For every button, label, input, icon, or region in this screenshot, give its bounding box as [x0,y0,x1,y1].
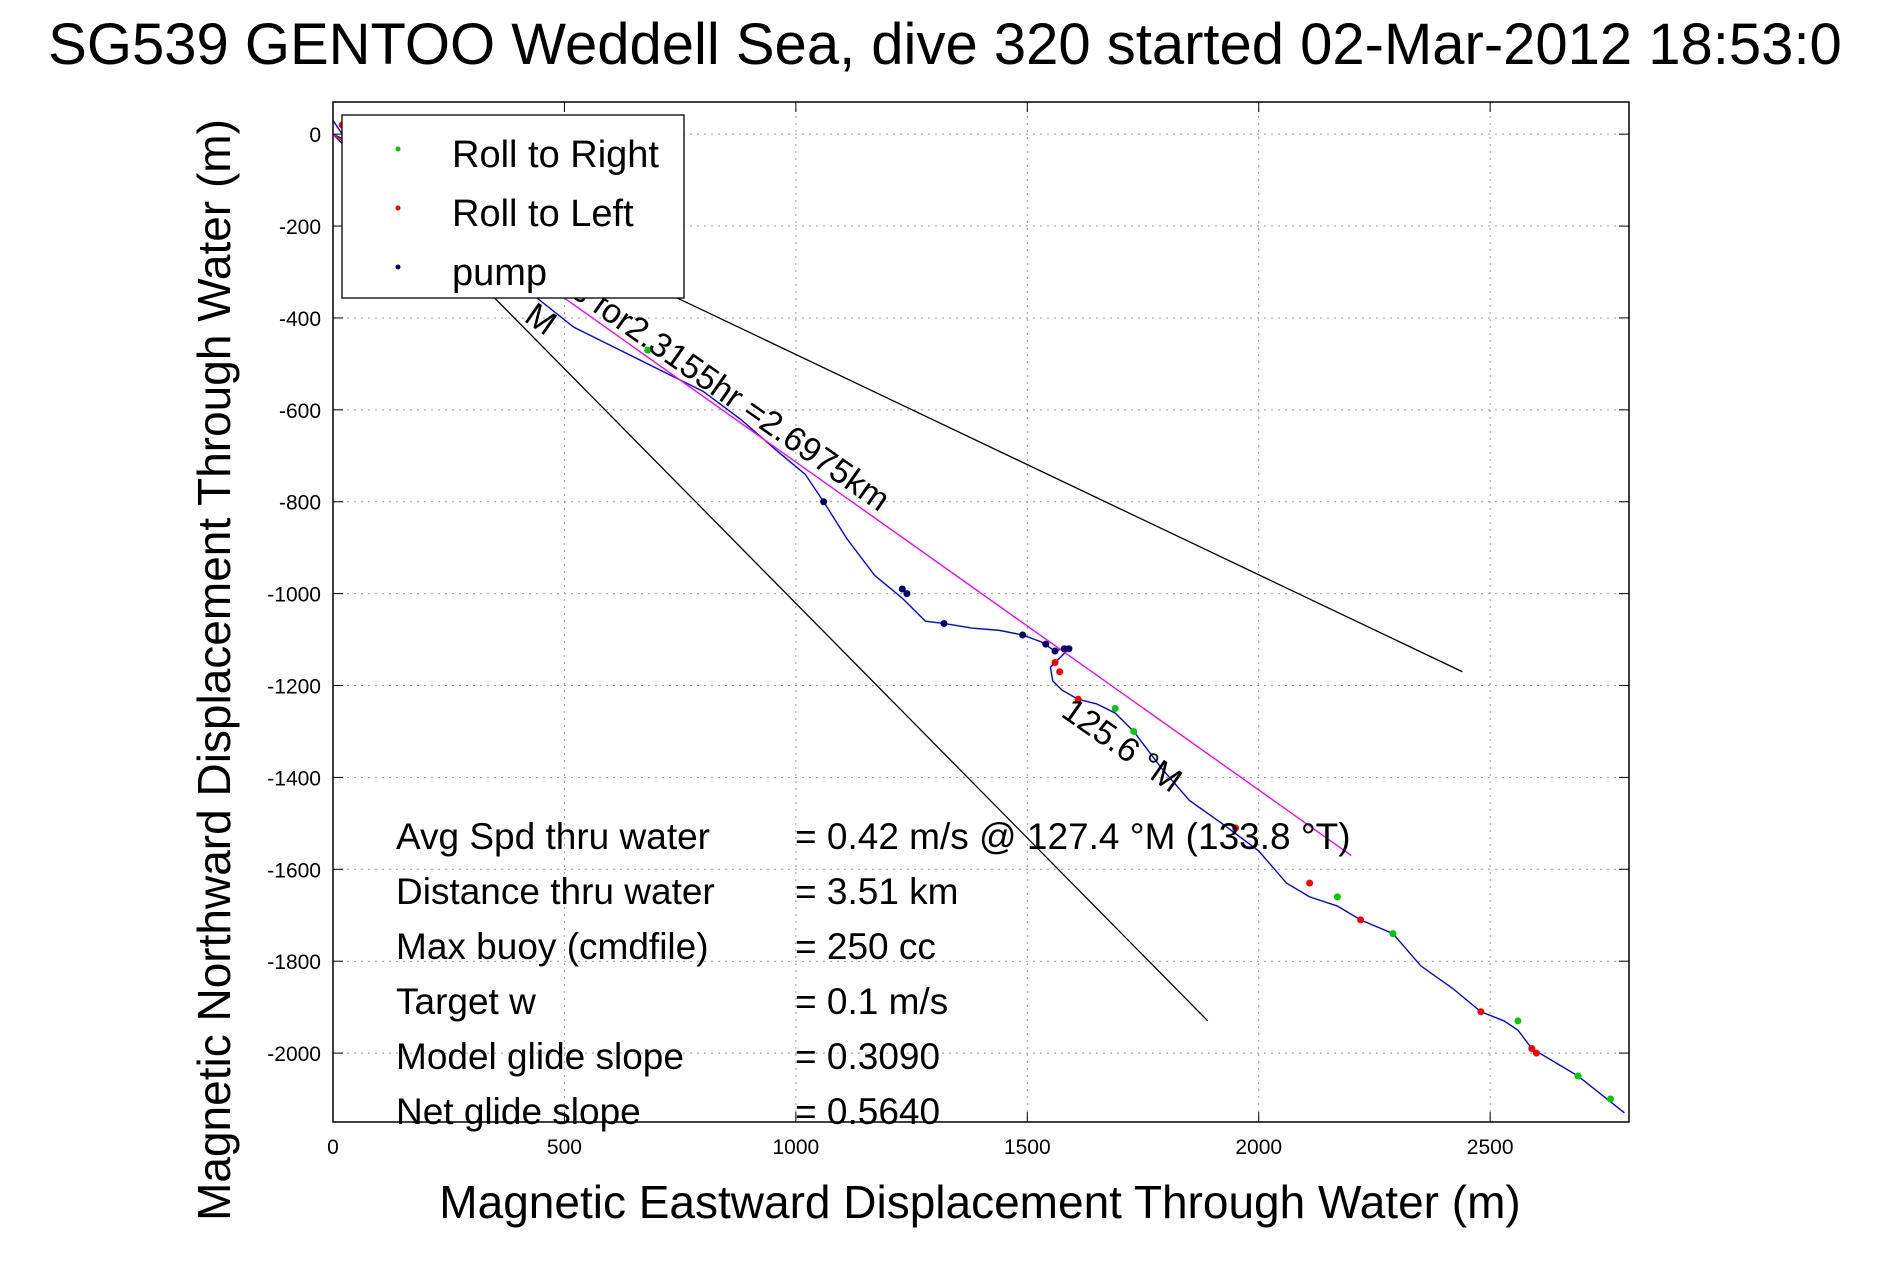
roll-right-marker [1514,1017,1522,1025]
y-ticks: 0 -200 -400 -600 -800 -1000 -1200 -1400 -1600 -18… [267,124,1629,1066]
legend-swatch [395,146,401,152]
pump-marker [898,585,906,593]
x-tick-label: 2000 [1235,1136,1282,1159]
pump-marker [903,590,911,598]
pump-marker [1042,640,1050,648]
stat-value: = 0.3090 [795,1036,940,1077]
x-axis-label: Magnetic Eastward Displacement Through W… [439,1176,1520,1228]
legend-swatch [395,264,401,270]
y-tick-label: -800 [279,492,321,515]
x-tick-label: 1500 [1004,1136,1051,1159]
roll-left-marker [1232,824,1240,832]
pump-marker [1065,645,1073,653]
pump-marker [1051,647,1059,655]
roll-left-marker [1357,916,1365,924]
track-annotation: s for2.3155hr =2.6975km [564,270,896,518]
stat-value: = 0.1 m/s [795,981,948,1022]
track-annotation: M [518,296,563,343]
track-annotation: 125.6 °M [1055,691,1189,800]
y-tick-label: -1400 [267,767,321,790]
roll-left-marker [1074,695,1082,703]
x-tick-label: 500 [547,1136,582,1159]
y-tick-label: -1000 [267,584,321,607]
y-tick-label: -1600 [267,859,321,882]
roll-right-marker [1606,1095,1614,1103]
legend-label: Roll to Right [452,134,659,176]
legend-swatch [395,205,401,211]
y-tick-label: -400 [279,308,321,331]
dive-track-line [332,119,1625,1114]
plot-frame [332,101,1630,1123]
roll-right-marker [1389,930,1397,938]
stat-value: = 3.51 km [795,871,959,912]
roll-left-marker [1532,1049,1540,1057]
legend-label: Roll to Left [452,193,634,235]
x-ticks: 0 500 1000 1500 2000 2500 [327,102,1514,1159]
x-tick-label: 0 [327,1136,339,1159]
roll-right-marker [1333,893,1341,901]
stat-label: Target w [396,981,536,1022]
stat-label: Model glide slope [396,1036,684,1077]
y-tick-label: -600 [279,400,321,423]
legend: Roll to Right Roll to Left pump [341,114,685,299]
roll-left-marker [1056,668,1064,676]
pump-marker [940,619,948,627]
roll-right-marker [1111,704,1119,712]
chart-title: SG539 GENTOO Weddell Sea, dive 320 start… [48,12,1842,77]
y-axis-label: Magnetic Northward Displacement Through … [188,119,240,1221]
pump-marker [820,498,828,506]
roll-left-marker [1477,1008,1485,1016]
roll-right-marker [1130,727,1138,735]
stat-label: Avg Spd thru water [396,816,710,857]
stats-block: Avg Spd thru water = 0.42 m/s @ 127.4 °M … [396,816,1351,1132]
stat-value: = 250 cc [795,926,936,967]
stat-label: Max buoy (cmdfile) [396,926,709,967]
x-tick-label: 2500 [1467,1136,1514,1159]
y-tick-label: -1200 [267,676,321,699]
roll-left-marker [1051,659,1059,667]
roll-left-marker [1528,1044,1536,1052]
y-tick-label: -2000 [267,1043,321,1066]
roll-right-marker [1574,1072,1582,1080]
grid [332,102,1629,1122]
x-tick-label: 1000 [772,1136,819,1159]
stat-label: Net glide slope [396,1091,641,1132]
roll-right-marker [644,346,652,354]
stat-value: = 0.5640 [795,1091,940,1132]
pump-marker [1019,631,1027,639]
y-tick-label: 0 [309,124,321,147]
y-tick-label: -200 [279,216,321,239]
roll-left-marker [1306,879,1314,887]
stat-label: Distance thru water [396,871,715,912]
legend-label: pump [452,252,547,294]
y-tick-label: -1800 [267,951,321,974]
stat-value: = 0.42 m/s @ 127.4 °M (133.8 °T) [795,816,1351,857]
